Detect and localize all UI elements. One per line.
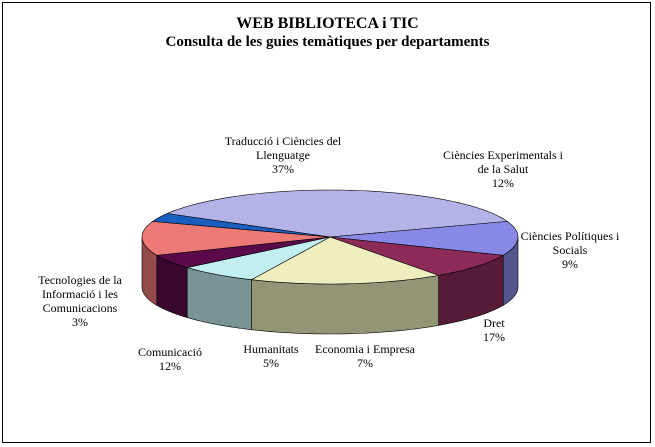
chart-subtitle: Consulta de les guies temàtiques per dep… <box>165 34 490 50</box>
slice-label-line: 12% <box>159 359 181 373</box>
pie-slice-dret <box>250 236 440 285</box>
slice-label-line: de la Salut <box>478 162 529 176</box>
slice-label-traduccio: Traducció i Ciències del Llenguatge 37% <box>225 134 342 176</box>
slice-label-humanitats: Humanitats 5% <box>243 342 299 370</box>
slice-label-tic: Tecnologies de la Informació i les Comunic… <box>38 273 122 329</box>
slice-label-line: Economia i Empresa <box>315 342 416 356</box>
pie-slice-comunicacio <box>141 221 331 256</box>
slice-label-line: Informació i les <box>42 287 118 301</box>
slice-label-line: 17% <box>483 330 505 344</box>
slice-label-line: Ciències Experimentals i <box>443 148 564 162</box>
slice-label-line: Humanitats <box>243 342 299 356</box>
slice-label-line: Llenguatge <box>256 148 310 162</box>
slice-label-line: 37% <box>272 162 294 176</box>
slice-label-line: Dret <box>483 316 505 330</box>
slice-label-dret: Dret 17% <box>483 316 505 344</box>
slice-label-line: Tecnologies de la <box>38 273 122 287</box>
slice-label-line: 3% <box>72 315 88 329</box>
slice-label-experimentals: Ciències Experimentals i de la Salut 12% <box>443 148 564 190</box>
slice-label-line: 5% <box>263 356 279 370</box>
chart-title: WEB BIBLIOTECA i TIC <box>236 15 419 32</box>
slice-label-line: Socials <box>553 243 588 257</box>
pie-labels: Traducció i Ciències del Llenguatge 37% Ciè… <box>38 134 620 373</box>
slice-label-politiques: Ciències Polítiques i Socials 9% <box>521 229 620 271</box>
slice-label-line: Comunicació <box>138 345 202 359</box>
pie-slice-tic <box>151 213 331 238</box>
pie-slice-politiques <box>329 236 505 276</box>
pie-slice-economia <box>187 236 331 281</box>
slice-label-economia: Economia i Empresa 7% <box>315 342 416 370</box>
slice-label-line: 9% <box>562 257 578 271</box>
pie-slice-experimentals <box>329 221 519 256</box>
slice-label-line: Comunicacions <box>43 301 118 315</box>
slice-label-comunicacio: Comunicació 12% <box>138 345 202 373</box>
pie-side-dret <box>251 275 439 335</box>
slice-label-line: Ciències Polítiques i <box>521 229 620 243</box>
slice-label-line: Traducció i Ciències del <box>225 134 342 148</box>
pie-slice-humanitats <box>155 236 331 268</box>
slice-label-line: 7% <box>357 356 373 370</box>
slice-label-line: 12% <box>492 176 514 190</box>
pie-top <box>141 189 519 285</box>
pie-slice-traduccio <box>166 189 509 238</box>
